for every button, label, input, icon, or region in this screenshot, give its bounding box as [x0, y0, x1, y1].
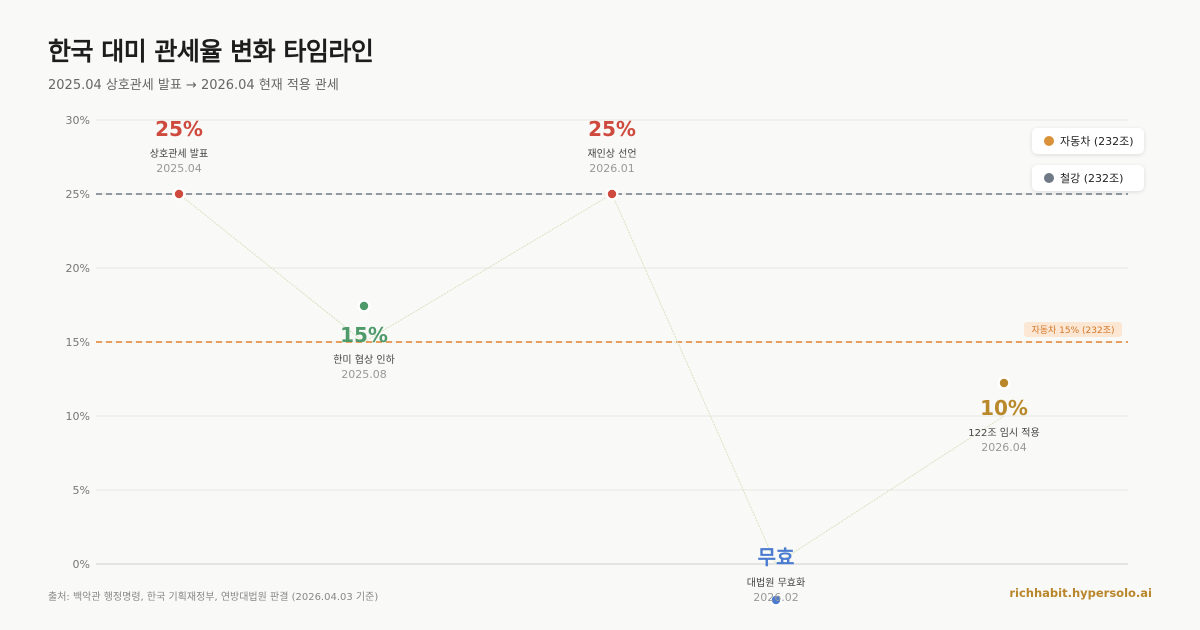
- point-description: 한미 협상 인하: [333, 353, 395, 366]
- y-tick-label: 30%: [66, 114, 90, 127]
- data-label: 15%: [340, 323, 388, 347]
- data-label: 25%: [588, 117, 636, 141]
- data-point-marker: [999, 378, 1009, 388]
- y-tick-label: 0%: [73, 558, 90, 571]
- point-date: 2026.04: [981, 441, 1027, 454]
- data-point-marker: [771, 595, 781, 605]
- legend-item-auto: 자동차 (232조): [1032, 128, 1144, 154]
- y-tick-label: 10%: [66, 410, 90, 423]
- point-date: 2026.01: [589, 162, 635, 175]
- page-subtitle: 2025.04 상호관세 발표 → 2026.04 현재 적용 관세: [48, 78, 339, 93]
- y-tick-label: 5%: [73, 484, 90, 497]
- data-point: 25% 재인상 선언 2026.01: [587, 117, 637, 201]
- reference-label-bg: [1024, 322, 1122, 337]
- point-description: 대법원 무효화: [747, 577, 805, 589]
- legend-dot-icon: [1044, 173, 1054, 183]
- legend-label: 자동차 (232조): [1060, 135, 1134, 148]
- legend-item-steel: 철강 (232조): [1032, 165, 1144, 191]
- series-line-path: [178, 193, 1005, 565]
- data-point-marker: [607, 189, 617, 199]
- legend-label: 철강 (232조): [1060, 172, 1124, 185]
- y-tick-label: 25%: [66, 188, 90, 201]
- point-description: 122조 임시 적용: [968, 426, 1039, 439]
- point-description: 상호관세 발표: [150, 148, 208, 160]
- legend-dot-icon: [1044, 136, 1054, 146]
- reference-line-label: 자동차 15% (232조): [1031, 324, 1114, 336]
- source-note: 출처: 백악관 행정명령, 한국 기획재정부, 연방대법원 판결 (2026.0…: [48, 592, 379, 603]
- point-date: 2026.02: [753, 591, 799, 604]
- point-date: 2025.04: [156, 162, 202, 175]
- data-points: 25% 상호관세 발표 2025.04 15% 한미 협상 인하 2025.08 25% 재인…: [150, 117, 1040, 607]
- brand-link[interactable]: richhabit.hypersolo.ai: [1009, 586, 1152, 600]
- data-point: 10% 122조 임시 적용 2026.04: [968, 376, 1040, 454]
- point-date: 2025.08: [341, 368, 387, 381]
- y-tick-labels: 0% 5% 10% 15% 20% 25% 30%: [66, 114, 90, 571]
- data-label: 10%: [980, 396, 1028, 420]
- series-line: [178, 193, 1005, 565]
- point-description: 재인상 선언: [587, 148, 636, 160]
- data-point: 15% 한미 협상 인하 2025.08: [333, 299, 395, 381]
- y-tick-label: 20%: [66, 262, 90, 275]
- data-point-marker: [174, 189, 184, 199]
- page-title: 한국 대미 관세율 변화 타임라인: [48, 37, 374, 66]
- data-label: 무효: [758, 545, 795, 569]
- data-point-marker: [359, 301, 369, 311]
- data-point: 25% 상호관세 발표 2025.04: [150, 117, 208, 201]
- data-label: 25%: [155, 117, 203, 141]
- y-tick-label: 15%: [66, 336, 90, 349]
